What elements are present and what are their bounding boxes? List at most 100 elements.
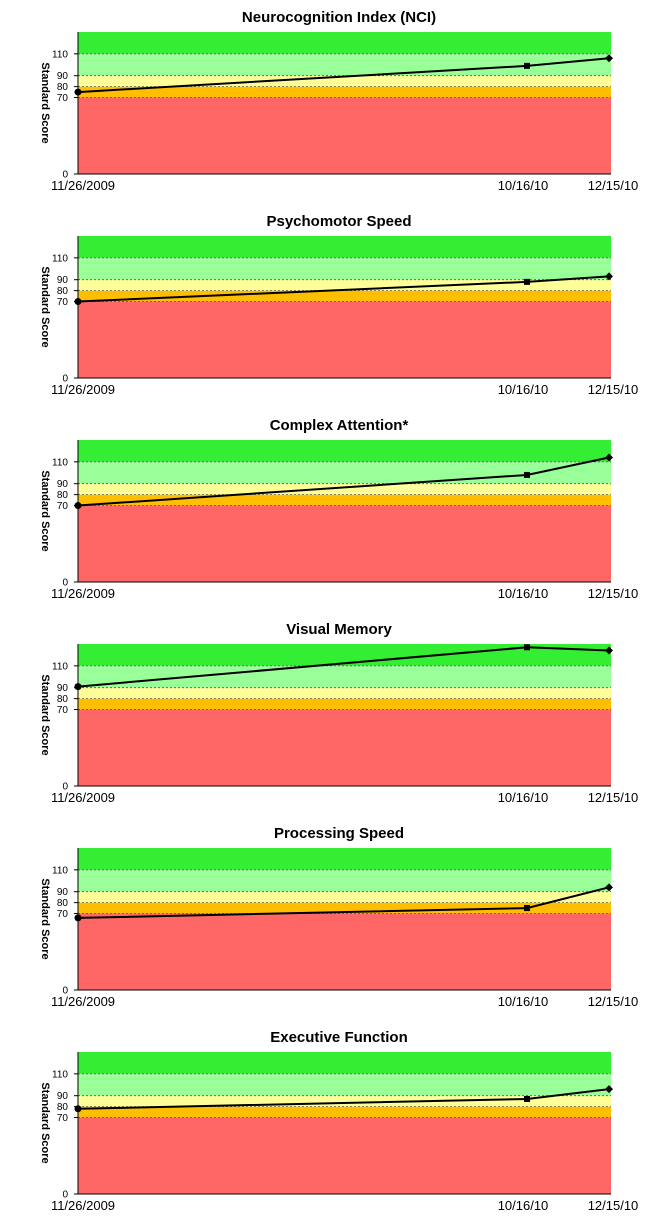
data-point <box>605 453 613 462</box>
y-axis-label: Standard Score <box>39 266 51 347</box>
data-point <box>524 905 530 912</box>
x-tick-label: 12/15/10 <box>588 1198 639 1213</box>
x-tick-label: 12/15/10 <box>588 790 639 805</box>
data-point <box>605 272 613 281</box>
score-band-green <box>78 644 611 666</box>
data-point <box>605 646 613 655</box>
y-tick-label: 80 <box>57 1102 69 1113</box>
y-tick-label: 0 <box>62 782 68 793</box>
score-band-yellow <box>78 687 611 699</box>
y-tick-label: 0 <box>62 986 68 997</box>
chart-panel: Visual Memory 0 70 80 90 110 Standard Score 11/… <box>0 612 669 816</box>
y-tick-label: 70 <box>57 93 69 104</box>
data-point <box>74 1105 82 1113</box>
score-band-red <box>78 1117 611 1194</box>
y-tick-label: 110 <box>52 865 68 876</box>
x-tick-label: 11/26/2009 <box>51 586 115 601</box>
y-tick-label: 90 <box>57 275 69 286</box>
chart-panel: Psychomotor Speed 0 70 80 90 110 Standard Scor… <box>0 204 669 408</box>
data-point <box>74 683 82 691</box>
x-tick-label: 10/16/10 <box>498 178 549 193</box>
data-point <box>524 62 530 69</box>
score-band-red <box>78 505 611 582</box>
y-tick-label: 70 <box>57 705 69 716</box>
score-band-red <box>78 301 611 378</box>
data-point <box>605 883 613 892</box>
score-band-red <box>78 97 611 174</box>
score-band-orange <box>78 290 611 302</box>
score-band-yellow <box>78 483 611 495</box>
x-tick-label: 10/16/10 <box>498 1198 549 1213</box>
chart-title: Psychomotor Speed <box>266 213 411 230</box>
score-band-red <box>78 913 611 990</box>
y-tick-label: 0 <box>62 374 68 385</box>
y-tick-label: 110 <box>52 661 68 672</box>
y-tick-label: 90 <box>57 683 69 694</box>
y-tick-label: 80 <box>57 82 69 93</box>
score-band-lightgreen <box>78 257 611 280</box>
score-band-orange <box>78 902 611 914</box>
data-point <box>524 471 530 478</box>
score-band-yellow <box>78 1095 611 1107</box>
y-axis-label: Standard Score <box>39 470 51 551</box>
score-band-green <box>78 848 611 870</box>
x-tick-label: 10/16/10 <box>498 586 549 601</box>
x-tick-label: 11/26/2009 <box>51 178 115 193</box>
score-band-lightgreen <box>78 53 611 76</box>
x-tick-label: 11/26/2009 <box>51 1198 115 1213</box>
data-point <box>74 88 82 96</box>
score-band-lightgreen <box>78 869 611 892</box>
y-tick-label: 90 <box>57 1091 69 1102</box>
x-tick-label: 11/26/2009 <box>51 994 115 1009</box>
chart-panel: Complex Attention* 0 70 80 90 110 Standard Sco… <box>0 408 669 612</box>
y-tick-label: 110 <box>52 49 68 60</box>
score-band-lightgreen <box>78 665 611 688</box>
y-axis-label: Standard Score <box>39 674 51 755</box>
y-tick-label: 70 <box>57 297 69 308</box>
data-point <box>605 54 613 63</box>
x-tick-label: 12/15/10 <box>588 994 639 1009</box>
chart-title: Visual Memory <box>286 621 392 638</box>
chart-panel: Executive Function 0 70 80 90 110 Standard Sco… <box>0 1020 669 1224</box>
chart-panel: Processing Speed 0 70 80 90 110 Standard Score… <box>0 816 669 1020</box>
score-band-green <box>78 1052 611 1074</box>
chart-panel: Neurocognition Index (NCI) 0 70 80 90 110 Stan… <box>0 0 669 204</box>
y-tick-label: 70 <box>57 1113 69 1124</box>
data-point <box>524 278 530 285</box>
score-band-yellow <box>78 891 611 903</box>
score-band-orange <box>78 86 611 98</box>
data-point <box>74 298 82 306</box>
score-band-lightgreen <box>78 461 611 484</box>
y-tick-label: 90 <box>57 71 69 82</box>
x-tick-label: 10/16/10 <box>498 790 549 805</box>
x-tick-label: 12/15/10 <box>588 586 639 601</box>
y-tick-label: 90 <box>57 479 69 490</box>
score-band-orange <box>78 698 611 710</box>
y-tick-label: 70 <box>57 909 69 920</box>
y-tick-label: 0 <box>62 578 68 589</box>
x-tick-label: 12/15/10 <box>588 178 639 193</box>
y-axis-label: Standard Score <box>39 878 51 959</box>
score-band-yellow <box>78 75 611 87</box>
data-point <box>605 1085 613 1094</box>
x-tick-label: 10/16/10 <box>498 382 549 397</box>
y-tick-label: 0 <box>62 170 68 181</box>
data-point <box>524 1095 530 1102</box>
data-point <box>74 914 82 922</box>
y-tick-label: 110 <box>52 457 68 468</box>
x-tick-label: 10/16/10 <box>498 994 549 1009</box>
data-point <box>524 644 530 651</box>
y-tick-label: 110 <box>52 1069 68 1080</box>
x-tick-label: 11/26/2009 <box>51 382 115 397</box>
chart-title: Complex Attention* <box>270 417 409 434</box>
score-band-yellow <box>78 279 611 291</box>
score-band-orange <box>78 494 611 506</box>
data-point <box>74 502 82 510</box>
